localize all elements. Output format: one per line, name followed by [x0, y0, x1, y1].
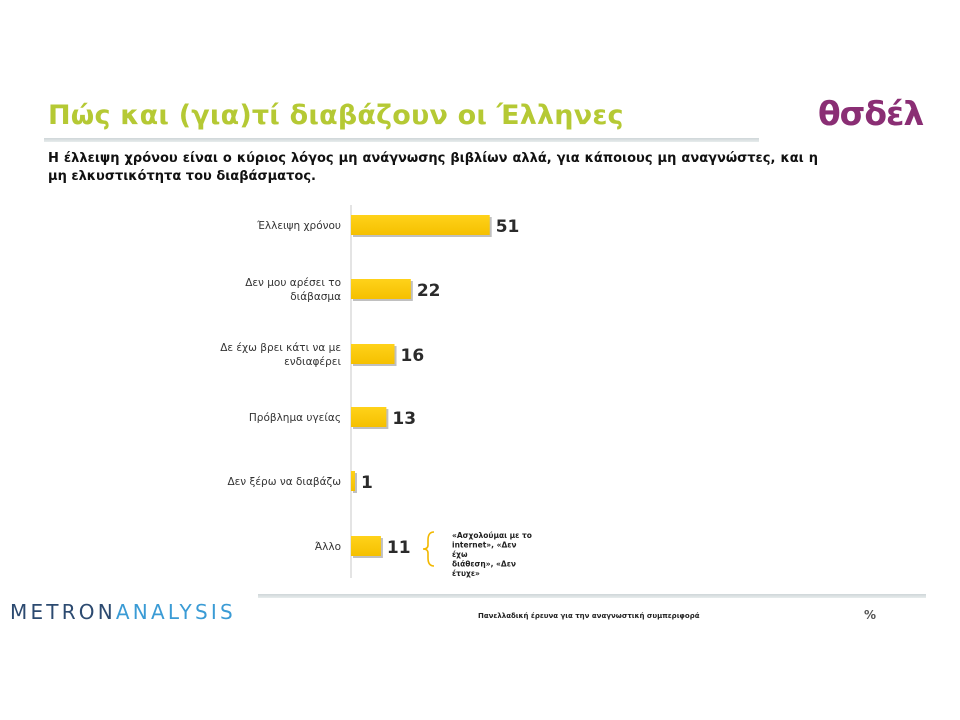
annotation-text: έτυχε» [452, 569, 480, 578]
bar [351, 215, 490, 235]
annotation-text: έχω [452, 550, 468, 559]
bar [351, 407, 387, 427]
category-label: Δεν μου αρέσει το [245, 277, 341, 289]
category-label: Πρόβλημα υγείας [249, 412, 341, 424]
footer-divider [258, 594, 926, 598]
bar-value-label: 22 [417, 281, 441, 301]
metron-analysis-logo: METRONANALYSIS [10, 600, 236, 624]
title-divider [44, 138, 759, 142]
page-title: Πώς και (για)τί διαβάζουν οι Έλληνες [48, 100, 624, 131]
bar [351, 279, 411, 299]
bar-value-label: 1 [361, 473, 373, 493]
category-label: Έλλειψη χρόνου [256, 220, 341, 232]
bar-value-label: 11 [387, 538, 411, 558]
category-label: διάβασμα [290, 291, 341, 303]
annotation-text: «Ασχολούμαι με το [452, 531, 532, 540]
bar [351, 344, 395, 364]
annotation-text: internet», «Δεν [452, 541, 517, 550]
survey-caption: Πανελλαδική έρευνα για την αναγνωστική σ… [478, 612, 700, 620]
bar [351, 471, 355, 491]
category-label: Δε έχω βρει κάτι να με [220, 342, 341, 354]
bar-value-label: 16 [401, 346, 425, 366]
percent-mark: % [864, 608, 877, 622]
category-label: Άλλο [315, 541, 341, 553]
osdel-logo: θσδέλ [818, 94, 924, 133]
category-label: ενδιαφέρει [284, 356, 341, 368]
bar [351, 536, 381, 556]
annotation-bracket [422, 531, 435, 567]
category-label: Δεν ξέρω να διαβάζω [227, 476, 341, 488]
bar-value-label: 13 [392, 409, 416, 429]
annotation-text: διάθεση», «Δεν [452, 560, 516, 569]
bar-value-label: 51 [496, 217, 520, 237]
page-subtitle: Η έλλειψη χρόνου είναι ο κύριος λόγος μη… [48, 151, 818, 184]
